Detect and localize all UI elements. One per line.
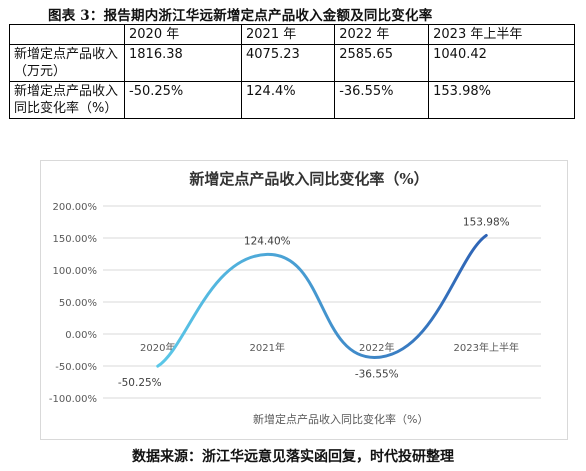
table-cell: -50.25% bbox=[124, 81, 242, 119]
data-label: -50.25% bbox=[118, 377, 162, 389]
figure-title: 图表 3：报告期内浙江华远新增定点产品收入金额及同比变化率 bbox=[48, 8, 433, 24]
x-tick-label: 2020年 bbox=[140, 341, 175, 354]
table-header-cell: 2023 年上半年 bbox=[428, 24, 575, 45]
x-tick-label: 2023年上半年 bbox=[454, 341, 519, 354]
table-header-cell: 2020 年 bbox=[124, 24, 242, 45]
table-cell: 1040.42 bbox=[428, 44, 575, 82]
legend-label: 新增定点产品收入同比变化率（%） bbox=[253, 412, 428, 426]
table-header-cell: 2021 年 bbox=[240, 24, 336, 45]
y-tick-label: 100.00% bbox=[53, 266, 98, 277]
revenue-table: 2020 年 2021 年 2022 年 2023 年上半年 新增定点产品收入（… bbox=[9, 24, 575, 119]
table-cell: 1816.38 bbox=[124, 44, 242, 82]
series-line bbox=[156, 233, 488, 368]
source-note: 数据来源：浙江华远意见落实函回复，时代投研整理 bbox=[132, 449, 454, 465]
table-row: 新增定点产品收入（万元） 1816.38 4075.23 2585.65 104… bbox=[9, 44, 575, 82]
table-header-cell bbox=[9, 24, 125, 45]
chart-title: 新增定点产品收入同比变化率（%） bbox=[189, 170, 428, 188]
y-tick-label: -50.00% bbox=[55, 362, 97, 373]
table-cell: -36.55% bbox=[334, 81, 430, 119]
line-chart: 新增定点产品收入同比变化率（%） -100.00% -50.00% 0.00% 50.… bbox=[49, 170, 541, 426]
y-tick-label: 200.00% bbox=[53, 202, 98, 213]
y-tick-label: 50.00% bbox=[59, 298, 97, 309]
table-cell: 124.4% bbox=[240, 81, 336, 119]
table-cell: 4075.23 bbox=[240, 44, 336, 82]
y-tick-label: 150.00% bbox=[53, 234, 98, 245]
row-label: 新增定点产品收入同比变化率（%） bbox=[9, 81, 125, 119]
legend: 新增定点产品收入同比变化率（%） bbox=[216, 412, 428, 426]
data-label: 153.98% bbox=[463, 216, 510, 228]
table-header-cell: 2022 年 bbox=[334, 24, 430, 45]
data-label: 124.40% bbox=[244, 235, 291, 247]
y-tick-label: 0.00% bbox=[65, 330, 97, 341]
y-tick-label: -100.00% bbox=[49, 394, 97, 405]
data-label: -36.55% bbox=[355, 368, 399, 380]
table-row: 新增定点产品收入同比变化率（%） -50.25% 124.4% -36.55% … bbox=[9, 81, 575, 119]
x-tick-label: 2021年 bbox=[250, 341, 285, 354]
table-cell: 153.98% bbox=[428, 81, 575, 119]
table-cell: 2585.65 bbox=[334, 44, 430, 82]
table-header-row: 2020 年 2021 年 2022 年 2023 年上半年 bbox=[9, 24, 575, 45]
row-label: 新增定点产品收入（万元） bbox=[9, 44, 125, 82]
x-tick-label: 2022年 bbox=[359, 341, 394, 354]
chart-container: 新增定点产品收入同比变化率（%） -100.00% -50.00% 0.00% 50.… bbox=[40, 160, 568, 440]
